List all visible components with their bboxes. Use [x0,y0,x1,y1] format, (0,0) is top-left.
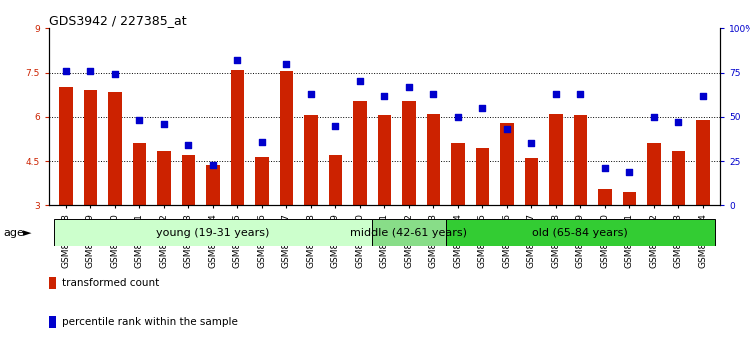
Point [550,91,562,97]
Point [305,91,317,97]
Bar [452,143,464,205]
Bar [647,143,661,205]
Bar [59,87,73,205]
Point [648,114,660,120]
Point [329,123,341,129]
Point [109,72,121,77]
Bar [598,189,611,205]
Bar [255,156,268,205]
Bar [158,151,171,205]
Bar [622,192,636,205]
Text: GDS3942 / 227385_at: GDS3942 / 227385_at [49,14,186,27]
Point [232,57,244,63]
Bar [500,123,514,205]
Point [134,118,146,123]
Point [158,121,170,127]
Point [501,126,513,132]
Text: old (65-84 years): old (65-84 years) [532,228,628,238]
Bar [54,219,372,246]
Point [85,68,97,74]
Bar [182,155,195,205]
Point [280,61,292,67]
Bar [280,71,293,205]
Bar [525,158,538,205]
Point [623,169,635,175]
Text: age: age [4,228,25,238]
Text: percentile rank within the sample: percentile rank within the sample [62,317,237,327]
Bar [372,219,446,246]
Bar [402,101,416,205]
Point [207,162,219,167]
Bar [231,70,244,205]
Bar [378,115,391,205]
Bar [549,114,562,205]
Bar [206,166,220,205]
Point [598,165,610,171]
Point [403,84,415,90]
Bar [476,148,489,205]
Point [697,93,709,98]
Bar [446,219,715,246]
Text: ►: ► [22,228,31,238]
Point [182,142,194,148]
Text: young (19-31 years): young (19-31 years) [156,228,269,238]
Point [354,79,366,84]
Point [476,105,488,111]
Point [379,93,391,98]
Point [427,91,439,97]
Point [574,91,586,97]
Bar [304,115,317,205]
Point [525,141,537,146]
Point [672,119,684,125]
Point [60,68,72,74]
Bar [427,114,440,205]
Point [256,139,268,144]
Bar [353,101,367,205]
Text: middle (42-61 years): middle (42-61 years) [350,228,467,238]
Bar [108,92,122,205]
Bar [574,115,587,205]
Bar [671,151,685,205]
Point [452,114,464,120]
Bar [696,120,709,205]
Bar [133,143,146,205]
Bar [84,90,98,205]
Bar [328,155,342,205]
Text: transformed count: transformed count [62,278,159,288]
